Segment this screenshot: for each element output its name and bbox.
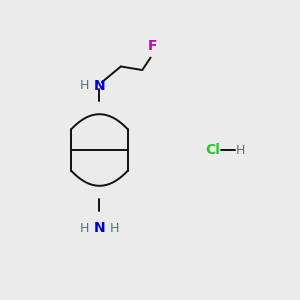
Text: H: H <box>236 143 245 157</box>
Text: N: N <box>94 221 105 236</box>
Text: H: H <box>110 222 120 235</box>
Text: H: H <box>79 79 89 92</box>
Text: H: H <box>79 222 89 235</box>
Text: Cl: Cl <box>205 143 220 157</box>
Text: N: N <box>94 79 105 93</box>
Text: F: F <box>147 39 157 53</box>
